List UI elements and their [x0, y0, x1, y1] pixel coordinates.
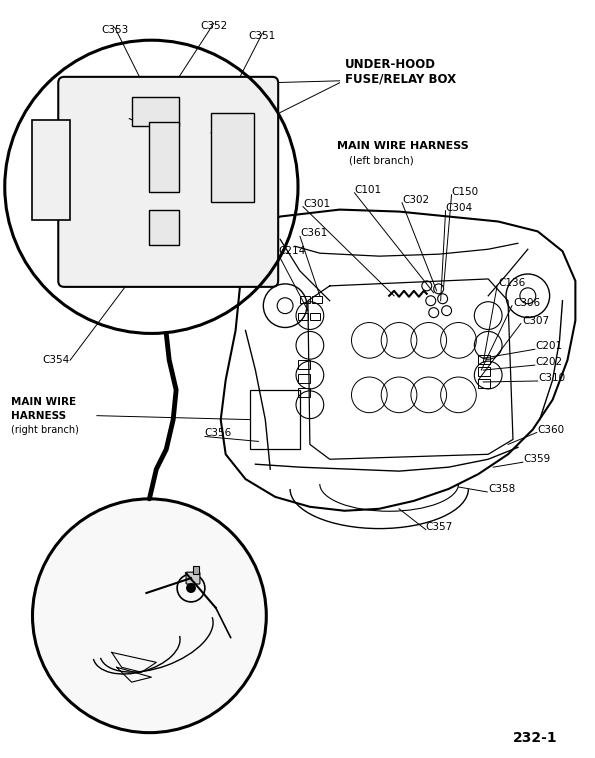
Bar — [33, 121, 70, 220]
Bar — [300, 296, 310, 302]
FancyBboxPatch shape — [186, 572, 200, 584]
Text: C353: C353 — [101, 25, 129, 36]
Text: C358: C358 — [488, 484, 515, 494]
Text: C101: C101 — [355, 185, 381, 195]
Bar — [478, 367, 490, 376]
Text: FUSE/RELAY BOX: FUSE/RELAY BOX — [345, 72, 456, 86]
Bar — [478, 356, 490, 364]
Text: C360: C360 — [538, 424, 565, 434]
Text: (left branch): (left branch) — [349, 155, 414, 165]
Bar — [298, 374, 310, 383]
Text: C351: C351 — [249, 31, 276, 41]
Text: C352: C352 — [200, 21, 227, 31]
Text: C306: C306 — [513, 298, 540, 308]
Text: C136: C136 — [498, 278, 525, 288]
Text: C214: C214 — [278, 246, 305, 256]
Bar — [193, 566, 199, 574]
Text: C302: C302 — [402, 195, 429, 205]
Bar — [478, 379, 490, 388]
Text: G403: G403 — [72, 528, 100, 537]
Bar — [310, 312, 320, 320]
Bar — [312, 296, 322, 302]
Text: 232-1: 232-1 — [513, 731, 558, 744]
Text: C356: C356 — [205, 428, 232, 438]
Text: UNDER-HOOD: UNDER-HOOD — [345, 58, 436, 71]
Text: MAIN WIRE HARNESS: MAIN WIRE HARNESS — [337, 141, 468, 151]
Text: C310: C310 — [538, 373, 566, 383]
Text: C357: C357 — [426, 522, 453, 531]
Bar — [298, 388, 310, 397]
Text: MAIN WIRE: MAIN WIRE — [11, 396, 76, 407]
Bar — [131, 97, 179, 127]
Circle shape — [33, 499, 267, 733]
Bar — [149, 123, 179, 192]
Text: (right branch): (right branch) — [11, 424, 79, 434]
Text: C359: C359 — [524, 454, 551, 464]
Bar — [250, 390, 300, 449]
Bar — [298, 360, 310, 369]
Bar — [211, 112, 255, 202]
Text: C304: C304 — [446, 202, 473, 212]
Text: C150: C150 — [452, 186, 478, 197]
Bar — [298, 312, 308, 320]
Text: C202: C202 — [536, 357, 563, 367]
Bar — [149, 210, 179, 246]
Text: C354: C354 — [42, 356, 70, 365]
Circle shape — [186, 583, 196, 593]
FancyBboxPatch shape — [58, 77, 278, 287]
Text: HARNESS: HARNESS — [11, 411, 66, 421]
Text: C301: C301 — [303, 199, 330, 208]
Text: C201: C201 — [536, 341, 563, 351]
Text: C361: C361 — [300, 228, 327, 238]
Text: C307: C307 — [522, 315, 549, 325]
